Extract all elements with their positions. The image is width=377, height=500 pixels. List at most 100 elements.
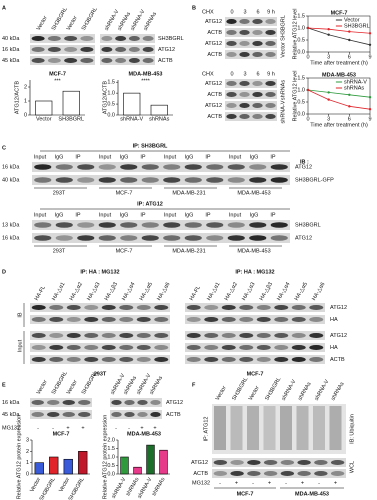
bar <box>78 451 88 475</box>
lane-label: IgG <box>55 212 64 218</box>
band <box>154 304 169 311</box>
band <box>119 356 134 363</box>
band <box>226 80 237 87</box>
band <box>120 222 138 228</box>
band <box>47 57 61 64</box>
band <box>221 356 236 363</box>
smear <box>263 406 276 450</box>
band <box>206 164 224 170</box>
point <box>348 30 351 33</box>
marker: 16 kDa <box>2 235 20 241</box>
lane-label: IgG <box>250 212 259 218</box>
bar <box>35 100 53 116</box>
band <box>252 51 263 58</box>
time-label: 0 <box>230 9 233 15</box>
band <box>226 29 237 36</box>
band <box>265 51 276 58</box>
lane-label: SH3BGRL <box>264 376 282 401</box>
point <box>348 38 351 42</box>
group-label: shRNA-V <box>280 100 286 123</box>
band <box>230 470 244 477</box>
ib-label: IB : <box>300 159 309 165</box>
x-tick-label: 6 <box>348 54 351 60</box>
bar <box>159 449 168 475</box>
block-title: IP: HA : MG132 <box>235 269 274 275</box>
sign: - <box>318 480 320 486</box>
band <box>62 399 75 406</box>
treatment: MG132 <box>192 480 210 486</box>
blot <box>32 220 290 230</box>
y-tick-label: 1.5 <box>297 13 305 19</box>
band <box>221 304 236 311</box>
lane-label: Vector <box>215 385 228 402</box>
y-tick-label: 0.0 <box>107 471 115 477</box>
band <box>297 459 311 466</box>
lane-label: shRNA-V <box>281 379 298 402</box>
row-label: ACTB <box>207 52 222 58</box>
y-tick-label: 1.0 <box>107 91 115 97</box>
chart-title: MDA-MB-453 <box>129 71 163 77</box>
point <box>306 26 310 30</box>
legend-label: SH3BGRL <box>344 23 370 29</box>
band <box>66 356 81 363</box>
sign: + <box>66 425 69 431</box>
sign: + <box>235 480 238 486</box>
row-label: ATG12 <box>205 81 222 87</box>
band <box>247 470 261 477</box>
ip-label: IP: ATG12 <box>203 417 209 442</box>
band <box>66 304 81 311</box>
blot <box>30 56 95 65</box>
y-tick-label: 0.5 <box>107 463 115 469</box>
x-tick-label: 9 <box>368 54 371 60</box>
blot <box>225 90 277 99</box>
band <box>98 235 116 241</box>
bar <box>123 92 141 116</box>
x-tick-label: Vector <box>29 477 42 494</box>
band <box>249 222 267 228</box>
band <box>226 18 237 25</box>
x-label: Time after treatment (h) <box>310 122 368 128</box>
row-label: ACTB <box>193 471 208 477</box>
bar <box>34 462 44 475</box>
band <box>120 164 138 170</box>
band <box>256 356 271 363</box>
band <box>263 470 278 477</box>
bar <box>49 456 59 475</box>
treatment: MG132 <box>2 425 20 431</box>
blot <box>110 398 162 407</box>
point <box>348 93 351 97</box>
band <box>141 235 159 241</box>
blot <box>30 398 92 407</box>
marker: 45 kDa <box>2 412 20 418</box>
band <box>31 316 46 323</box>
band <box>115 35 127 42</box>
band <box>227 222 245 228</box>
lane-label: shRNAs <box>297 381 312 402</box>
band <box>226 102 237 109</box>
band <box>47 411 60 418</box>
blot <box>100 45 155 54</box>
band <box>47 46 61 53</box>
lane-label: IgG <box>55 154 64 160</box>
y-tick-label: 1 <box>26 460 29 466</box>
band <box>115 57 127 64</box>
marker: 45 kDa <box>2 58 20 64</box>
blot <box>30 410 92 419</box>
blot <box>225 112 277 121</box>
row-label: ATG12 <box>330 305 347 311</box>
row-label: ATG12 <box>158 47 175 53</box>
lane-label: HA-△α5 <box>294 281 309 301</box>
smear <box>280 406 292 450</box>
band <box>291 304 306 311</box>
band <box>128 57 140 64</box>
band <box>265 113 276 120</box>
blot <box>100 56 155 65</box>
lane-label: IgG <box>185 212 194 218</box>
y-tick-label: 0.0 <box>297 49 305 55</box>
band <box>270 222 288 228</box>
band <box>163 164 181 170</box>
band <box>55 177 73 183</box>
group-label: MDA-MB-453 <box>237 248 270 254</box>
point <box>327 33 330 36</box>
